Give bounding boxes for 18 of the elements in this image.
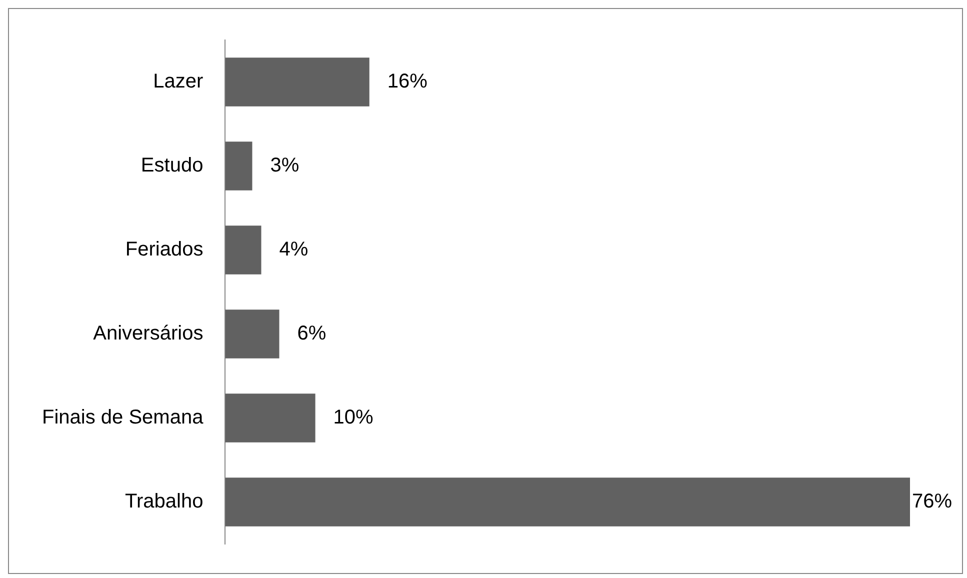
data-label: 16% <box>387 70 428 93</box>
y-tick-label: Trabalho <box>125 490 204 513</box>
bar <box>225 310 280 358</box>
data-label: 10% <box>333 406 374 429</box>
bar <box>225 478 910 526</box>
bar <box>225 226 262 274</box>
y-tick-label: Estudo <box>140 154 204 177</box>
bar <box>225 142 252 190</box>
data-label: 3% <box>270 154 300 177</box>
y-tick-label: Lazer <box>153 70 204 93</box>
y-tick-label: Feriados <box>125 238 204 261</box>
bar <box>225 58 370 106</box>
data-label: 76% <box>912 490 952 513</box>
y-tick-label: Finais de Semana <box>42 406 204 429</box>
y-tick-label: Aniversários <box>93 322 204 345</box>
bar <box>225 394 316 442</box>
data-label: 4% <box>279 238 308 261</box>
data-label: 6% <box>297 322 326 345</box>
